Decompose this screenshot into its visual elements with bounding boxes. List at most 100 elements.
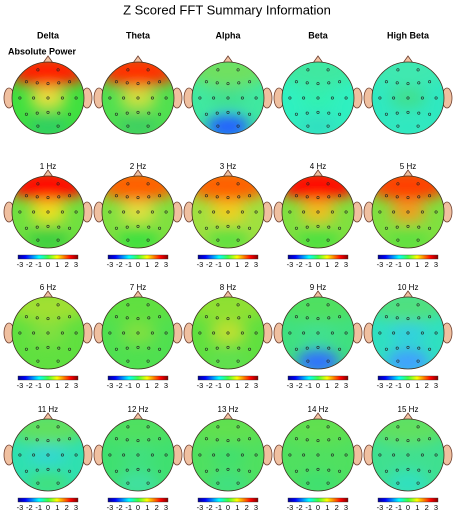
- electrode: [147, 111, 151, 115]
- electrode: [146, 481, 150, 485]
- electrode: [158, 226, 162, 230]
- electrode: [136, 224, 140, 228]
- electrode: [395, 111, 399, 115]
- blob: [120, 201, 156, 223]
- electrode: [150, 331, 154, 335]
- electrode: [294, 437, 298, 441]
- electrode: [146, 182, 150, 186]
- electrode: [316, 82, 320, 86]
- electrode: [288, 96, 292, 100]
- colorbar-tick: -1: [305, 503, 312, 512]
- scalp-outline: [281, 418, 355, 492]
- blob: [30, 87, 66, 109]
- electrode: [164, 96, 168, 100]
- electrode: [240, 96, 244, 100]
- electrode: [36, 303, 40, 307]
- electrode: [416, 303, 420, 307]
- electrode: [46, 224, 50, 228]
- electrode: [126, 124, 130, 128]
- electrode: [416, 481, 420, 485]
- electrode: [330, 331, 334, 335]
- colorbar-tick: 3: [434, 260, 438, 269]
- electrode: [417, 111, 421, 115]
- electrode: [237, 468, 241, 472]
- electrode: [236, 425, 240, 429]
- blob: [206, 228, 250, 248]
- electrode: [417, 346, 421, 350]
- colorbar-tick: 3: [164, 381, 168, 390]
- blob: [210, 322, 246, 344]
- electrode: [326, 303, 330, 307]
- electrode: [216, 481, 220, 485]
- electrode: [396, 182, 400, 186]
- colorbar-tick: 3: [254, 381, 258, 390]
- colorbar: [287, 497, 349, 503]
- electrode: [248, 347, 252, 351]
- colorbar-tick: -2: [386, 503, 393, 512]
- electrode: [125, 225, 129, 229]
- blob: [300, 322, 336, 344]
- column-header: Alpha: [215, 30, 241, 40]
- electrode: [237, 195, 241, 199]
- electrode: [136, 210, 140, 214]
- electrode: [60, 96, 64, 100]
- scalp-outline: [191, 418, 265, 492]
- electrode: [416, 182, 420, 186]
- scalp-outline: [191, 175, 265, 249]
- electrode: [392, 453, 396, 457]
- blob: [26, 471, 70, 491]
- electrode: [428, 315, 432, 319]
- electrode: [395, 225, 399, 229]
- electrode: [236, 303, 240, 307]
- colorbar-tick: -1: [305, 260, 312, 269]
- electrode: [24, 347, 28, 351]
- colorbar-tick: 1: [415, 260, 419, 269]
- electrode: [306, 481, 310, 485]
- electrode: [46, 317, 50, 321]
- colorbar: [287, 375, 349, 381]
- electrode: [306, 303, 310, 307]
- electrode: [305, 468, 309, 472]
- electrode: [46, 439, 50, 443]
- electrode: [212, 96, 216, 100]
- colorbar-tick: 0: [136, 503, 140, 512]
- electrode: [396, 238, 400, 242]
- electrode: [114, 437, 118, 441]
- electrode: [146, 124, 150, 128]
- blob: [116, 471, 160, 491]
- scalp-outline: [191, 61, 265, 135]
- blob: [116, 349, 160, 369]
- electrode: [36, 182, 40, 186]
- electrode: [146, 303, 150, 307]
- electrode: [57, 195, 61, 199]
- electrode: [146, 238, 150, 242]
- electrode: [215, 468, 219, 472]
- electrode: [56, 425, 60, 429]
- electrode: [216, 359, 220, 363]
- electrode: [248, 469, 252, 473]
- electrode: [305, 81, 309, 85]
- blob: [210, 444, 246, 466]
- electrode: [136, 467, 140, 471]
- electrode: [428, 194, 432, 198]
- colorbar-tick: 0: [316, 260, 320, 269]
- blob: [26, 349, 70, 369]
- electrode: [248, 315, 252, 319]
- electrode: [57, 81, 61, 85]
- electrode: [35, 438, 39, 442]
- colorbar-tick: -2: [206, 260, 213, 269]
- electrode: [316, 453, 320, 457]
- electrode: [60, 210, 64, 214]
- electrode: [215, 81, 219, 85]
- electrode: [378, 96, 382, 100]
- electrode: [395, 346, 399, 350]
- electrode: [316, 467, 320, 471]
- colorbar-tick: 0: [226, 260, 230, 269]
- electrode: [74, 453, 78, 457]
- electrode: [212, 453, 216, 457]
- electrode: [416, 68, 420, 72]
- electrode: [126, 303, 130, 307]
- electrode: [68, 80, 72, 84]
- colorbar-tick: -1: [125, 381, 132, 390]
- scalp-outline: [281, 175, 355, 249]
